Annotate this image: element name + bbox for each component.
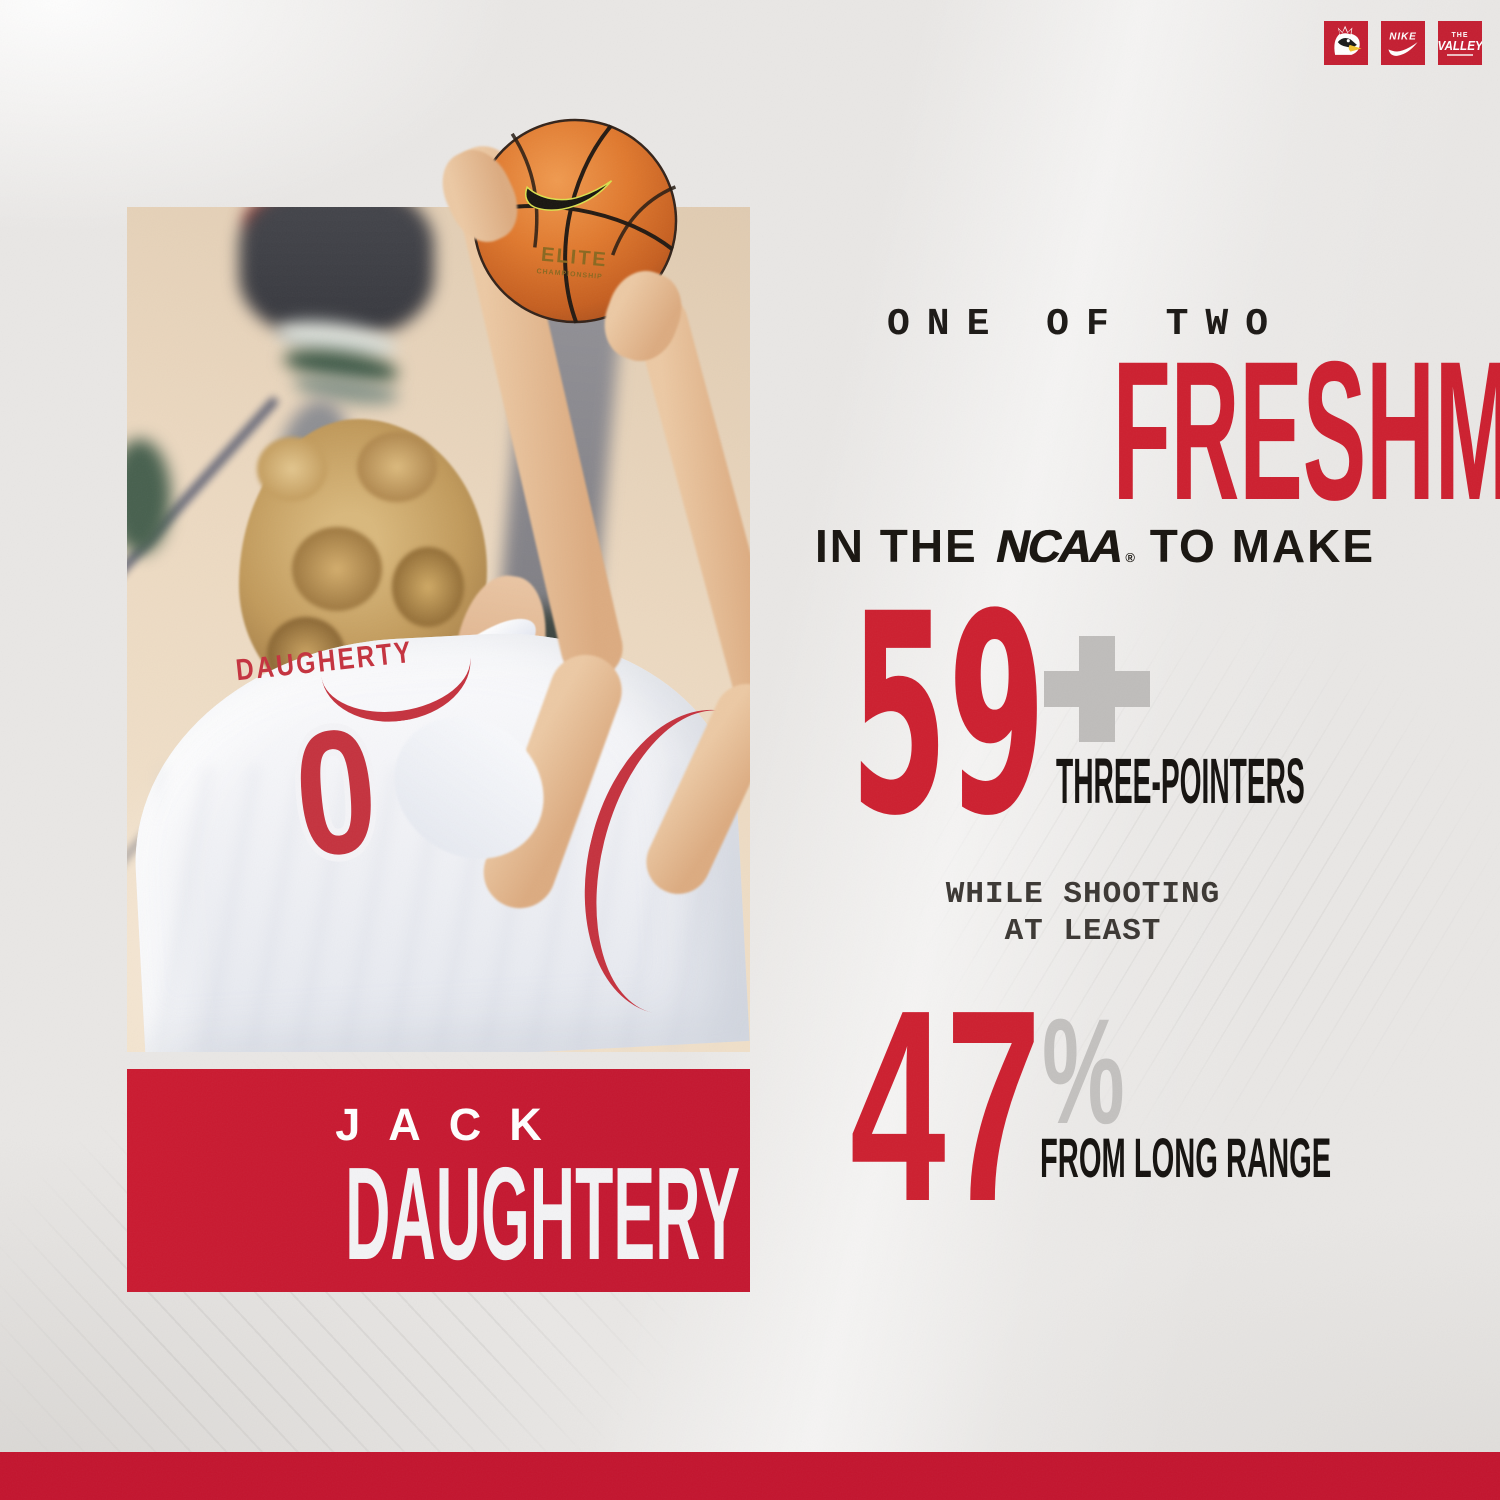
valley-wordmark: VALLEY bbox=[1438, 38, 1482, 53]
threes-label-text: THREE-POINTERS bbox=[1056, 745, 1305, 817]
pct-value-text: 47 bbox=[850, 953, 1042, 1258]
pct-label: FROM LONG RANGE bbox=[1040, 1130, 1500, 1186]
threes-label: THREE-POINTERS bbox=[1056, 749, 1500, 813]
bottom-red-band bbox=[0, 1452, 1500, 1500]
player-upper-arm-right bbox=[635, 673, 750, 905]
threes-value-text: 59 bbox=[850, 556, 1046, 877]
last-name: DAUGHTERY bbox=[127, 1141, 750, 1286]
nike-logo: NIKE bbox=[1381, 21, 1425, 65]
qualifier-line1: WHILE SHOOTING bbox=[945, 877, 1221, 912]
headline-text: FRESHMAN bbox=[1112, 320, 1500, 541]
player-name-banner: JACK DAUGHTERY bbox=[127, 1069, 750, 1292]
photo-popout-layer: ELITE CHAMPIONSHIP bbox=[127, 118, 750, 1052]
redbird-icon bbox=[1334, 25, 1362, 55]
percent-sign-text: % bbox=[1042, 987, 1125, 1155]
valley-logo: THE VALLEY bbox=[1438, 21, 1482, 65]
pct-label-text: FROM LONG RANGE bbox=[1040, 1126, 1332, 1189]
qualifier-line2: AT LEAST bbox=[1004, 914, 1162, 949]
percent-sign: % bbox=[1042, 996, 1175, 1146]
nike-wordmark: NIKE bbox=[1389, 31, 1417, 42]
last-name-text: DAUGHTERY bbox=[345, 1140, 740, 1287]
valley-rule bbox=[1447, 54, 1473, 56]
qualifier-text: WHILE SHOOTING AT LEAST bbox=[783, 876, 1383, 950]
subline-suffix: TO MAKE bbox=[1149, 520, 1376, 572]
nike-icon: NIKE bbox=[1388, 31, 1418, 56]
logo-row: NIKE THE VALLEY bbox=[1324, 21, 1482, 65]
nike-swoosh bbox=[1388, 42, 1418, 56]
headline-freshman: FRESHMAN bbox=[821, 332, 1500, 530]
team-logo bbox=[1324, 21, 1368, 65]
registered-mark: ® bbox=[1125, 550, 1135, 565]
plus-sign-horizontal-bar bbox=[1044, 671, 1150, 707]
